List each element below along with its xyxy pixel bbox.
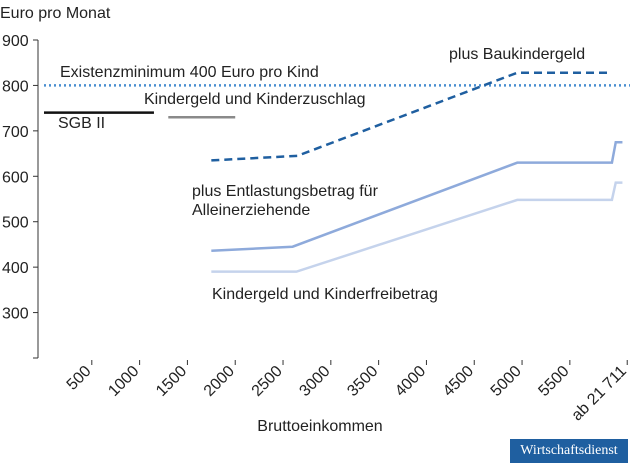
series-line — [211, 71, 612, 162]
x-tick-label: 2000 — [201, 363, 238, 400]
y-tick-label: 800 — [2, 78, 29, 95]
series-label: Kindergeld und Kinderfreibetrag — [212, 286, 438, 303]
y-tick-label: 300 — [2, 306, 29, 323]
x-tick-label: 2500 — [249, 363, 286, 400]
series-label: plus Baukindergeld — [449, 46, 586, 63]
x-tick-label: 3500 — [344, 363, 381, 400]
series-label: Existenzminimum 400 Euro pro Kind — [60, 64, 319, 81]
x-tick-label: ab 21 711 — [569, 363, 630, 425]
y-tick-label: 600 — [2, 169, 29, 186]
y-tick-label: 700 — [2, 124, 29, 141]
x-tick-label: 1000 — [105, 363, 142, 400]
series-line — [211, 140, 623, 253]
source-badge: Wirtschaftsdienst — [510, 439, 628, 463]
x-tick-label: 4500 — [440, 363, 477, 400]
y-tick-label: 900 — [2, 33, 29, 50]
x-tick-label: 1500 — [153, 363, 190, 400]
series-label: Kindergeld und Kinderzuschlag — [144, 91, 366, 108]
x-tick-label: 5500 — [535, 363, 572, 400]
x-tick-label: 5000 — [488, 363, 525, 400]
series-label: plus Entlastungsbetrag für Alleinerziehe… — [192, 183, 378, 219]
y-axis-title: Euro pro Monat — [0, 5, 111, 22]
series-line — [211, 181, 623, 273]
x-tick-label: 500 — [64, 363, 95, 394]
x-axis-title: Bruttoeinkommen — [257, 418, 382, 435]
y-tick-label: 500 — [2, 215, 29, 232]
x-tick-label: 4000 — [392, 363, 429, 400]
x-tick-label: 3000 — [296, 363, 333, 400]
y-tick-label: 400 — [2, 260, 29, 277]
series-label: SGB II — [58, 115, 106, 132]
